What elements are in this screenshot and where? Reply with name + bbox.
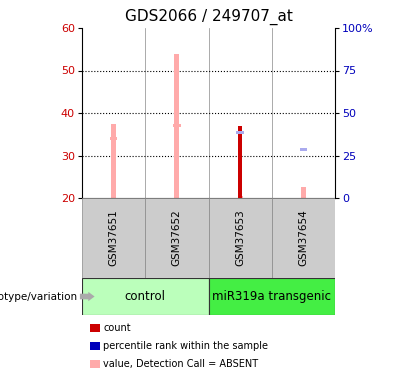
Title: GDS2066 / 249707_at: GDS2066 / 249707_at <box>125 9 292 25</box>
Text: genotype/variation: genotype/variation <box>0 291 78 302</box>
Text: GSM37654: GSM37654 <box>298 210 308 266</box>
Text: GSM37653: GSM37653 <box>235 210 245 266</box>
Bar <box>145 198 208 278</box>
Bar <box>208 278 335 315</box>
Bar <box>111 124 116 198</box>
Text: value, Detection Call = ABSENT: value, Detection Call = ABSENT <box>103 359 258 369</box>
Text: miR319a transgenic: miR319a transgenic <box>212 290 331 303</box>
Bar <box>239 126 242 198</box>
Bar <box>82 198 145 278</box>
Bar <box>82 278 208 315</box>
Bar <box>173 124 181 127</box>
Bar <box>238 196 243 198</box>
Bar <box>301 188 306 198</box>
Bar <box>208 198 272 278</box>
Text: GSM37652: GSM37652 <box>172 210 182 266</box>
Bar <box>236 130 244 134</box>
Bar <box>272 198 335 278</box>
Text: count: count <box>103 323 131 333</box>
Text: control: control <box>125 290 166 303</box>
Bar <box>174 54 179 198</box>
Bar <box>299 148 307 151</box>
Bar <box>110 137 118 140</box>
Text: GSM37651: GSM37651 <box>109 210 118 266</box>
Text: percentile rank within the sample: percentile rank within the sample <box>103 341 268 351</box>
